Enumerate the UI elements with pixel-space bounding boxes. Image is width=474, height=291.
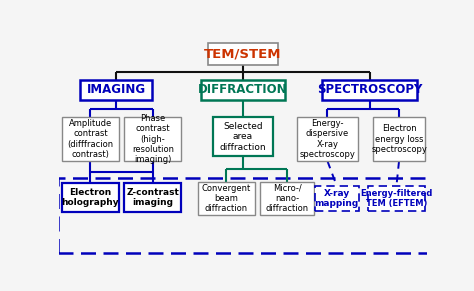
FancyBboxPatch shape	[208, 43, 278, 65]
Text: SPECTROSCOPY: SPECTROSCOPY	[317, 83, 422, 96]
FancyBboxPatch shape	[260, 182, 314, 215]
Text: Selected
area
diffraction: Selected area diffraction	[219, 122, 266, 152]
FancyBboxPatch shape	[322, 80, 418, 100]
Text: X-ray
mapping: X-ray mapping	[314, 189, 359, 208]
FancyBboxPatch shape	[315, 186, 359, 211]
Text: TEM/STEM: TEM/STEM	[204, 47, 282, 61]
FancyBboxPatch shape	[368, 186, 425, 211]
Text: DIFFRACTION: DIFFRACTION	[198, 83, 288, 96]
Text: Phase
contrast
(high-
resolution
imaging): Phase contrast (high- resolution imaging…	[132, 114, 174, 164]
Text: Amplitude
contrast
(difffracion
contrast): Amplitude contrast (difffracion contrast…	[67, 119, 114, 159]
FancyBboxPatch shape	[297, 117, 358, 161]
FancyBboxPatch shape	[198, 182, 255, 215]
Text: Electron
energy loss
spectroscopy: Electron energy loss spectroscopy	[371, 124, 427, 154]
FancyBboxPatch shape	[125, 117, 182, 161]
FancyBboxPatch shape	[374, 117, 425, 161]
FancyBboxPatch shape	[62, 117, 119, 161]
FancyBboxPatch shape	[201, 80, 285, 100]
Text: Energy-
dispersive
X-ray
spectroscopy: Energy- dispersive X-ray spectroscopy	[300, 119, 356, 159]
Text: Micro-/
nano-
diffraction: Micro-/ nano- diffraction	[265, 184, 309, 213]
FancyBboxPatch shape	[213, 117, 273, 157]
FancyBboxPatch shape	[62, 183, 119, 212]
Text: Convergent
beam
diffraction: Convergent beam diffraction	[202, 184, 251, 213]
Text: IMAGING: IMAGING	[87, 83, 146, 96]
FancyBboxPatch shape	[81, 80, 152, 100]
Text: Z-contrast
imaging: Z-contrast imaging	[127, 188, 179, 207]
Text: Electron
holography: Electron holography	[62, 188, 119, 207]
FancyBboxPatch shape	[125, 183, 182, 212]
Text: Energy-filtered
TEM (EFTEM): Energy-filtered TEM (EFTEM)	[360, 189, 433, 208]
